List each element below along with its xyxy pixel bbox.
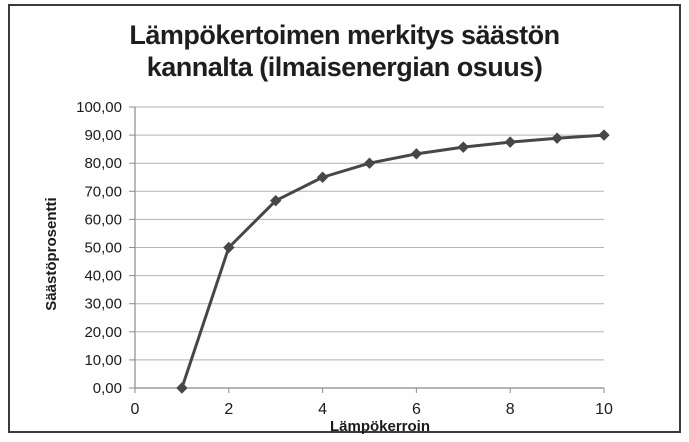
y-tick-label: 70,00 — [84, 183, 122, 200]
data-point-marker — [410, 148, 423, 160]
chart-title-line-2: kannalta (ilmaisenergian osuus) — [146, 52, 543, 82]
x-tick-label: 10 — [595, 401, 613, 418]
y-tick-label: 60,00 — [84, 211, 122, 228]
y-tick-label: 30,00 — [84, 296, 122, 313]
series-line — [180, 133, 606, 390]
chart-title-line-1: Lämpökertoimen merkitys säästön — [129, 20, 560, 50]
x-tick-label: 8 — [506, 401, 515, 418]
y-tick-label: 80,00 — [84, 155, 122, 172]
data-point-marker — [598, 129, 610, 141]
y-tick-label: 50,00 — [84, 240, 122, 257]
data-point-marker — [176, 382, 188, 394]
y-tick-label: 0,00 — [93, 380, 122, 397]
x-tick-label: 4 — [318, 401, 327, 418]
data-point-marker — [316, 171, 329, 183]
y-tick-label: 40,00 — [84, 268, 122, 285]
data-point-marker — [457, 141, 470, 153]
chart-title: Lämpökertoimen merkitys säästön kannalta… — [10, 19, 679, 83]
data-point-marker — [223, 241, 235, 254]
chart-frame: Lämpökertoimen merkitys säästön kannalta… — [8, 4, 681, 435]
y-tick-label: 20,00 — [84, 324, 122, 341]
data-point-marker — [269, 194, 282, 207]
x-tick-label: 6 — [412, 401, 421, 418]
data-point-marker — [551, 132, 563, 144]
x-tick-label: 2 — [224, 401, 233, 418]
y-tick-label: 10,00 — [84, 352, 122, 369]
x-axis-title: Lämpökerroin — [329, 418, 431, 435]
data-point-marker — [504, 136, 516, 148]
y-tick-label: 90,00 — [84, 127, 122, 144]
x-tick-label: 0 — [131, 401, 140, 418]
y-tick-label: 100,00 — [76, 99, 122, 116]
data-point-marker — [363, 157, 376, 169]
